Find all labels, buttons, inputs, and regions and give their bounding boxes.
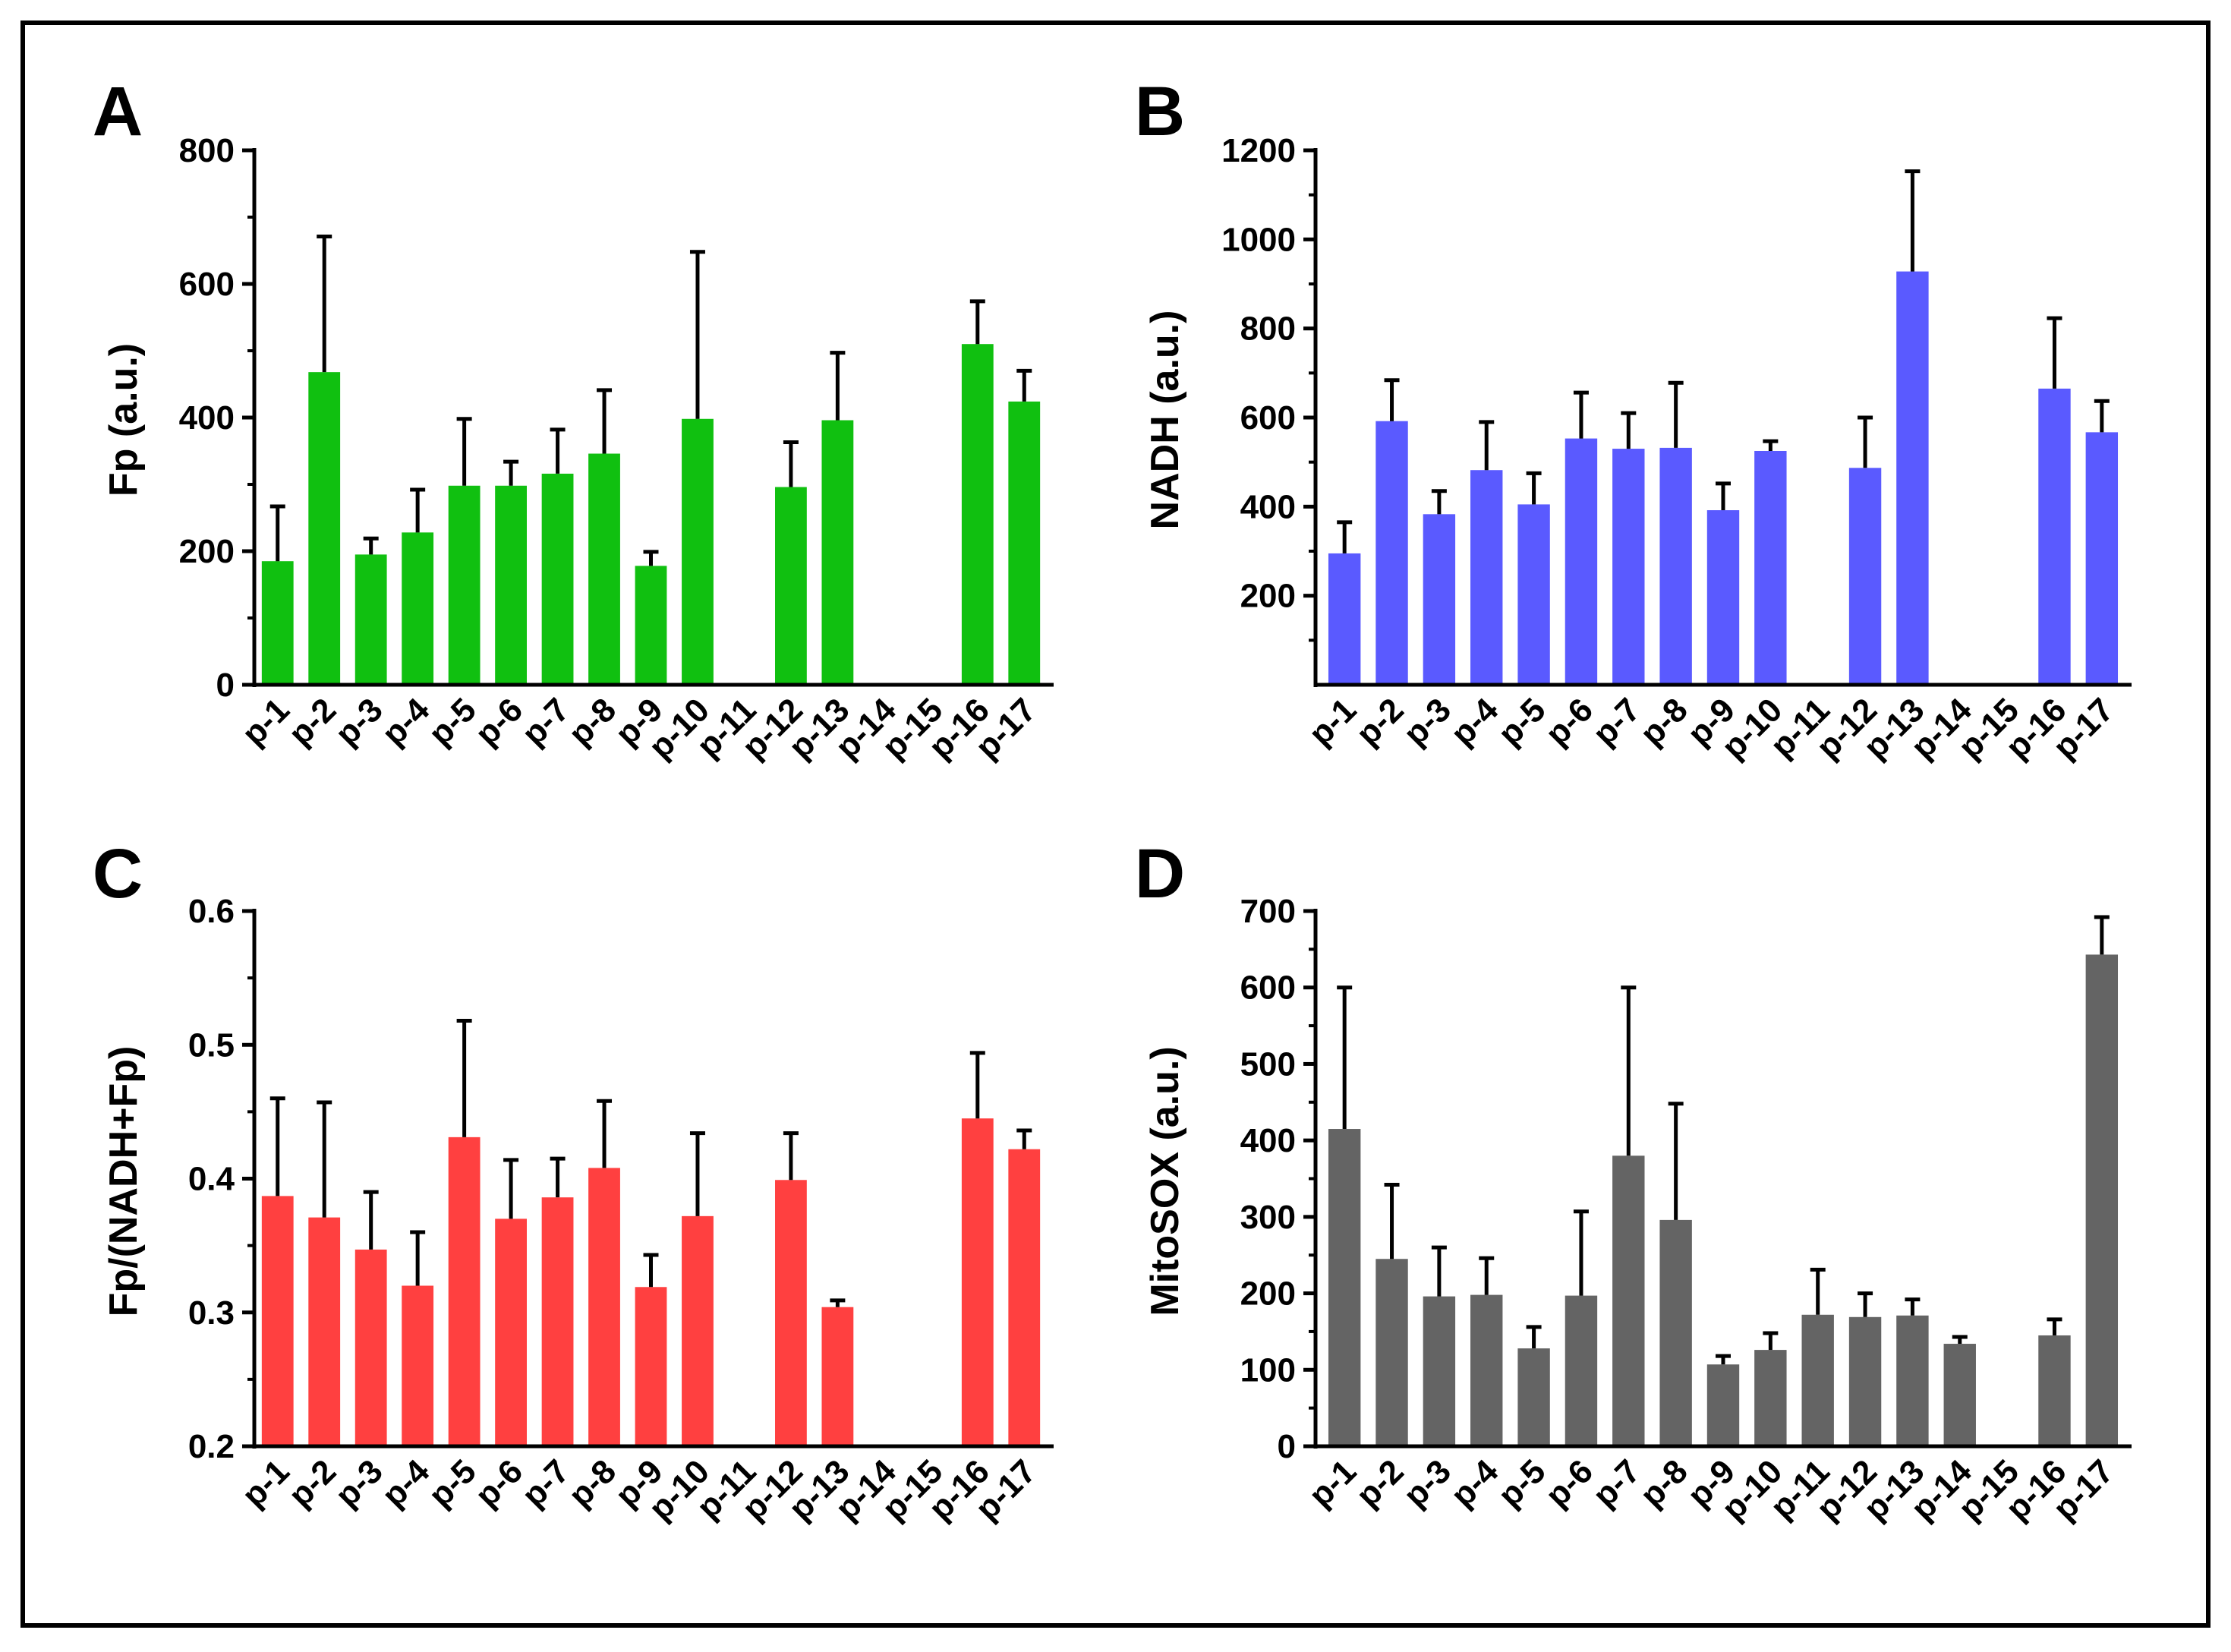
panel-b-ytick-label: 800 [1240, 311, 1296, 348]
panel-d-bar-p-12 [1848, 1316, 1882, 1446]
panel-d-ytick-label: 100 [1240, 1351, 1296, 1389]
panel-d-bar-p-6 [1565, 1295, 1598, 1446]
panel-d-ytick-label: 700 [1240, 893, 1296, 930]
panel-d-bar-p-7 [1612, 1155, 1645, 1446]
panel-b-bar-p-12 [1848, 468, 1882, 685]
panel-a-ytick-label: 0 [216, 667, 235, 704]
panel-c-ytick-label: 0.2 [188, 1428, 235, 1465]
panel-a-bar-p-12 [775, 487, 807, 685]
panel-d-bar-p-11 [1801, 1314, 1834, 1446]
panel-D-letter: D [1135, 835, 1185, 913]
panel-B-letter: B [1135, 73, 1185, 150]
panel-b-ytick-label: 1000 [1221, 221, 1296, 258]
panel-a-bar-p-1 [261, 561, 294, 685]
panel-a-bar-p-2 [308, 372, 341, 685]
panel-d-bar-p-17 [2085, 954, 2119, 1446]
panel-d-ytick-label: 200 [1240, 1275, 1296, 1313]
panel-A-ylabel: Fp (a.u.) [102, 343, 146, 497]
panel-d-bar-p-16 [2038, 1335, 2071, 1446]
panel-b-bar-p-5 [1517, 504, 1550, 685]
panel-b-ytick-label: 600 [1240, 399, 1296, 437]
panel-d-ytick-label: 400 [1240, 1122, 1296, 1159]
panel-c-bar-p-4 [402, 1285, 434, 1446]
panel-d-ytick-label: 0 [1278, 1428, 1296, 1465]
panel-c-bar-p-8 [588, 1168, 620, 1446]
panel-c-ytick-label: 0.4 [188, 1161, 235, 1198]
panel-a-bar-p-8 [588, 453, 620, 685]
panel-d-bar-p-1 [1328, 1129, 1361, 1446]
panel-d-bar-p-9 [1706, 1364, 1740, 1446]
panel-c-bar-p-1 [261, 1196, 294, 1446]
panel-a-bar-p-9 [635, 566, 667, 685]
panel-a-bar-p-10 [682, 418, 714, 685]
panel-b-bar-p-16 [2038, 388, 2071, 685]
panel-c-bar-p-10 [682, 1215, 714, 1446]
panel-b-bar-p-7 [1612, 449, 1645, 685]
panel-b-bar-p-2 [1375, 421, 1408, 685]
panel-c-bar-p-13 [821, 1307, 854, 1446]
panel-c-bar-p-12 [775, 1180, 807, 1446]
panel-A-letter: A [93, 73, 143, 150]
panel-b-ytick-label: 400 [1240, 488, 1296, 525]
panel-a-bar-p-6 [495, 485, 527, 685]
panel-d-bar-p-13 [1896, 1315, 1929, 1446]
panel-B-ylabel: NADH (a.u.) [1143, 311, 1187, 530]
panel-a-ytick-label: 800 [179, 132, 235, 169]
panel-a-bar-p-4 [402, 532, 434, 685]
panel-a-ytick-label: 400 [179, 399, 235, 437]
panel-b-bar-p-4 [1470, 470, 1503, 685]
panel-b-bar-p-13 [1896, 271, 1929, 685]
panel-D: D MitoSOX (a.u.) 0100200300400500600700p… [1135, 835, 2132, 1527]
panel-b-bar-p-17 [2085, 432, 2119, 685]
panel-d-bar-p-10 [1754, 1350, 1787, 1446]
panel-b-bar-p-9 [1706, 510, 1740, 685]
panel-c-bar-p-17 [1008, 1149, 1041, 1446]
panel-d-ytick-label: 600 [1240, 969, 1296, 1007]
panel-d-bar-p-8 [1659, 1219, 1692, 1446]
panel-d-ytick-label: 300 [1240, 1199, 1296, 1236]
panel-a-bar-p-3 [355, 554, 387, 685]
panel-c-ytick-label: 0.5 [188, 1026, 235, 1064]
panel-c-bar-p-5 [448, 1137, 481, 1446]
panel-a-ytick-label: 200 [179, 533, 235, 570]
panel-b-ytick-label: 200 [1240, 578, 1296, 615]
panel-d-bar-p-5 [1517, 1348, 1550, 1446]
panel-c-ytick-label: 0.6 [188, 893, 235, 930]
panel-b-bar-p-1 [1328, 553, 1361, 685]
panel-c-bar-p-9 [635, 1287, 667, 1446]
panel-c-bar-p-7 [541, 1197, 574, 1446]
panel-c-bar-p-3 [355, 1249, 387, 1446]
panel-a-bar-p-17 [1008, 401, 1041, 685]
panel-b-bar-p-6 [1565, 438, 1598, 685]
panel-b-bar-p-3 [1423, 514, 1456, 685]
panel-d-bar-p-3 [1423, 1296, 1456, 1446]
panel-c-bar-p-2 [308, 1217, 341, 1446]
panel-B: B NADH (a.u.) 20040060080010001200p-1p-2… [1135, 73, 2132, 766]
panel-c-bar-p-16 [961, 1118, 994, 1446]
panel-D-ylabel: MitoSOX (a.u.) [1143, 1046, 1187, 1316]
figure-border [20, 20, 2211, 1628]
panel-a-bar-p-16 [961, 344, 994, 685]
panel-a-bar-p-13 [821, 420, 854, 685]
panel-b-bar-p-8 [1659, 447, 1692, 685]
panel-b-bar-p-10 [1754, 451, 1787, 685]
panel-c-bar-p-6 [495, 1219, 527, 1446]
panel-C-letter: C [93, 835, 143, 913]
panel-d-bar-p-2 [1375, 1259, 1408, 1446]
panel-a-ytick-label: 600 [179, 266, 235, 303]
panel-C-ylabel: Fp/(NADH+Fp) [102, 1046, 146, 1317]
panel-a-bar-p-7 [541, 473, 574, 685]
panel-d-bar-p-14 [1943, 1344, 1976, 1446]
panel-b-ytick-label: 1200 [1221, 132, 1296, 169]
panel-a-bar-p-5 [448, 485, 481, 685]
panel-d-bar-p-4 [1470, 1294, 1503, 1446]
panel-c-ytick-label: 0.3 [188, 1294, 235, 1332]
panel-d-ytick-label: 500 [1240, 1045, 1296, 1083]
